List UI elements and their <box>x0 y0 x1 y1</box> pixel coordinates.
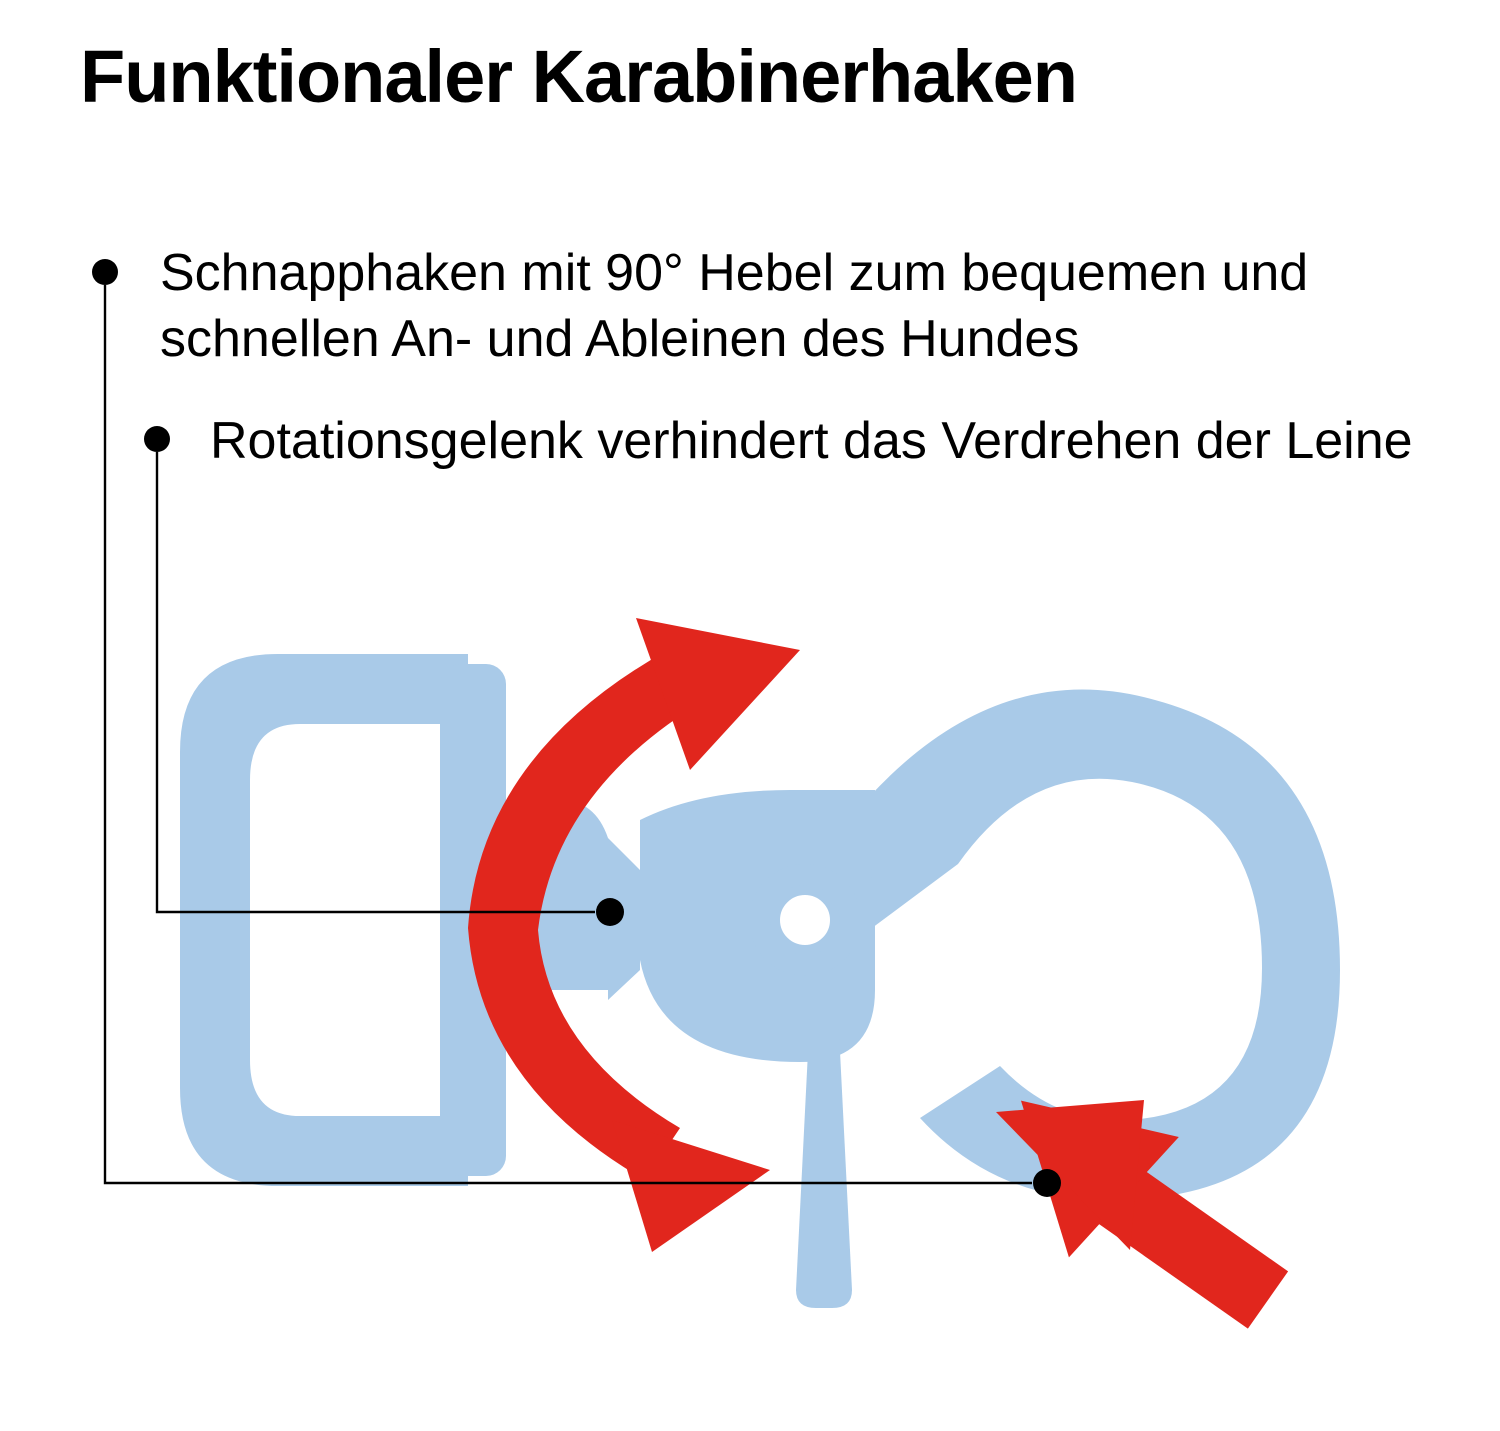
rotation-arrow-head-bottom <box>612 1120 770 1252</box>
diagram-svg <box>0 0 1500 1431</box>
d-ring <box>180 654 468 1186</box>
infographic-canvas: Funktionaler Karabinerhaken Schnapphaken… <box>0 0 1500 1431</box>
leader-1-end-marker <box>1033 1169 1061 1197</box>
leader-2-end-marker <box>596 898 624 926</box>
